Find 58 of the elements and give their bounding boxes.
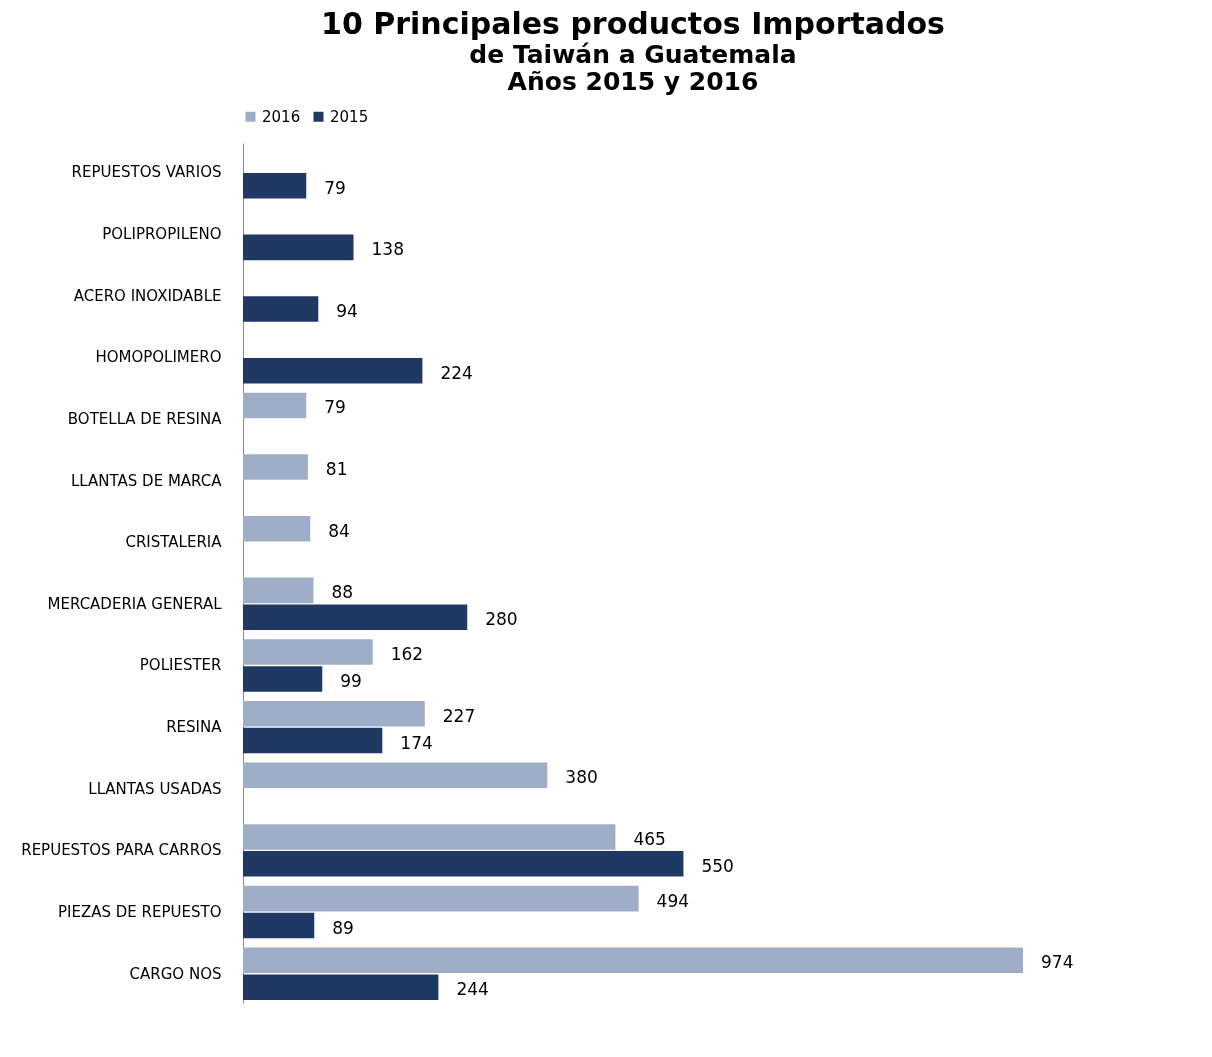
bar: [243, 454, 308, 480]
data-label: 224: [440, 362, 473, 383]
data-label: 81: [325, 459, 348, 480]
y-tick-label: CARGO NOS: [129, 964, 222, 983]
bar: [243, 392, 307, 419]
y-tick-label: BOTELLA DE RESINA: [67, 409, 223, 428]
bar: [243, 700, 425, 727]
bar: [243, 885, 639, 912]
bar: [243, 974, 439, 1000]
data-label: 84: [328, 520, 350, 541]
bar: [243, 172, 307, 199]
data-label: 227: [442, 705, 476, 726]
y-tick-label: REPUESTOS PARA CARROS: [21, 841, 222, 860]
data-label: 550: [701, 855, 734, 876]
data-label: 162: [390, 644, 424, 665]
data-label: 99: [340, 670, 362, 691]
data-label: 494: [656, 890, 690, 911]
bar: [243, 357, 423, 384]
legend-label: 2015: [330, 107, 369, 126]
data-label: 465: [633, 828, 666, 849]
y-tick-label: ACERO INOXIDABLE: [73, 286, 222, 305]
y-tick-label: PIEZAS DE REPUESTO: [58, 903, 222, 922]
bar: [243, 727, 383, 754]
data-label: 79: [324, 397, 346, 418]
y-tick-label: HOMOPOLIMERO: [95, 348, 222, 367]
data-label: 94: [336, 301, 358, 322]
bar: [243, 577, 314, 604]
bar: [243, 604, 468, 631]
data-label: 79: [324, 177, 346, 198]
bar: [243, 639, 373, 665]
bar: [243, 947, 1023, 974]
chart-subtitle: de Taiwán a Guatemala Años 2015 y 2016: [469, 40, 797, 96]
data-label: 244: [456, 979, 489, 1000]
y-tick-label: LLANTAS DE MARCA: [71, 471, 223, 490]
chart-title: 10 Principales productos Importados: [321, 6, 945, 41]
bar: [243, 912, 315, 939]
data-label: 89: [332, 917, 354, 938]
y-tick-label: POLIESTER: [139, 656, 222, 675]
bar: [243, 762, 548, 789]
data-label: 280: [485, 609, 518, 630]
legend-label: 2016: [262, 107, 301, 126]
y-tick-label: MERCADERIA GENERAL: [47, 594, 223, 613]
bar: [243, 515, 311, 542]
data-label: 138: [371, 239, 404, 260]
y-tick-label: REPUESTOS VARIOS: [71, 163, 222, 182]
y-tick-label: POLIPROPILENO: [102, 224, 222, 243]
data-label: 380: [565, 767, 598, 788]
bar: [243, 666, 323, 692]
y-tick-label: RESINA: [166, 718, 223, 737]
data-label: 174: [400, 732, 433, 753]
bar: [243, 824, 616, 850]
y-tick-label: LLANTAS USADAS: [88, 779, 222, 798]
bar: [243, 296, 319, 322]
bar: [243, 851, 684, 877]
bar: [243, 234, 354, 261]
data-label: 974: [1041, 952, 1074, 973]
y-tick-label: CRISTALERIA: [125, 533, 223, 552]
data-label: 88: [331, 582, 354, 603]
